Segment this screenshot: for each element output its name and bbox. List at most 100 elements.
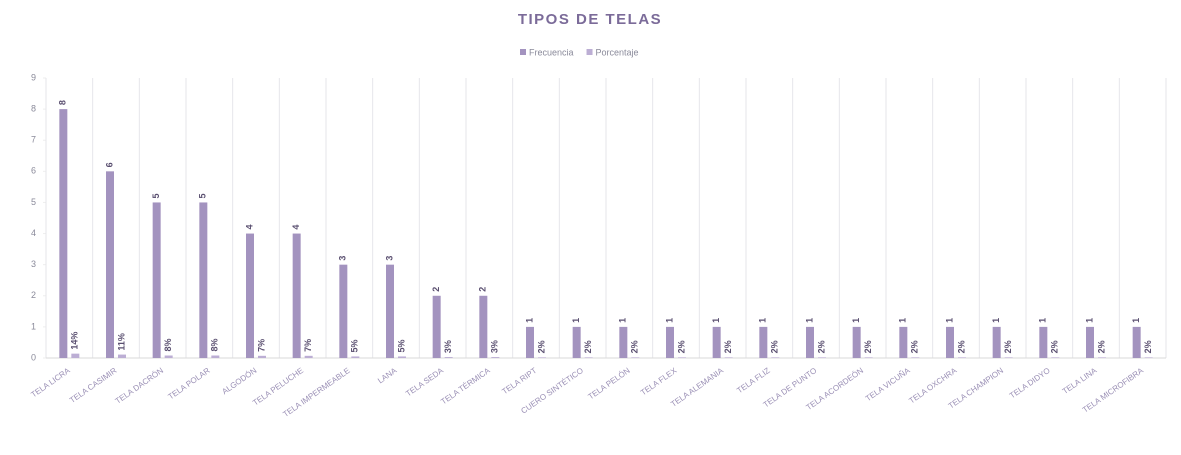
data-label: 2% (630, 340, 640, 353)
data-label: 2% (956, 340, 966, 353)
bar (199, 202, 208, 358)
y-tick-label: 1 (31, 321, 36, 331)
x-tick-label: TELA DACRÓN (114, 366, 166, 406)
bar (899, 326, 908, 358)
bar (59, 109, 68, 358)
y-tick-label: 9 (31, 72, 36, 82)
data-label: 11% (116, 333, 126, 351)
data-label: 1 (1084, 318, 1094, 323)
data-label: 2% (863, 340, 873, 353)
bar (246, 233, 254, 358)
bar (491, 357, 500, 358)
data-label: 2 (431, 287, 441, 292)
bar (258, 355, 266, 358)
data-label: 2% (676, 340, 686, 353)
data-label: 8% (210, 338, 220, 351)
x-tick-label: TELA FLEX (639, 366, 679, 398)
bar (351, 356, 360, 358)
y-tick-label: 8 (31, 103, 36, 113)
y-tick-label: 3 (31, 259, 36, 269)
bar (806, 326, 814, 358)
data-label: 1 (851, 318, 861, 323)
data-label: 5 (151, 193, 161, 198)
bar (771, 357, 780, 358)
bar (211, 355, 220, 358)
legend-label: Porcentaje (596, 47, 639, 57)
data-label: 1 (804, 318, 814, 323)
bar (152, 202, 161, 358)
bar (339, 264, 348, 358)
bar (946, 326, 954, 358)
bar (864, 357, 873, 358)
bar (304, 355, 313, 358)
data-label: 2% (816, 340, 826, 353)
y-tick-label: 5 (31, 197, 36, 207)
bar (526, 326, 534, 358)
data-label: 14% (70, 332, 80, 350)
data-label: 6 (104, 162, 114, 167)
data-label: 2% (723, 340, 733, 353)
x-tick-label: TELA LICRA (29, 366, 72, 400)
bar (678, 357, 686, 358)
x-tick-label: LANA (376, 366, 399, 386)
data-label: 2% (770, 340, 780, 353)
bar (759, 326, 768, 358)
data-label: 3 (338, 256, 348, 261)
data-label: 2% (536, 340, 546, 353)
x-tick-label: TELA DIDYO (1008, 366, 1052, 400)
data-label: 1 (944, 318, 954, 323)
x-tick-label: TELA TÉRMICA (439, 366, 492, 407)
y-tick-label: 2 (31, 290, 36, 300)
data-label: 3 (384, 256, 394, 261)
x-tick-label: TELA ALEMANIA (669, 366, 725, 409)
bar (1039, 326, 1048, 358)
bar (619, 326, 628, 358)
data-label: 1 (898, 318, 908, 323)
data-label: 1 (991, 318, 1001, 323)
bar (1144, 357, 1153, 358)
y-tick-label: 7 (31, 135, 36, 145)
bar (106, 171, 114, 358)
bar (1004, 357, 1013, 358)
data-label: 1 (711, 318, 721, 323)
data-label: 1 (758, 318, 768, 323)
data-label: 2 (478, 287, 488, 292)
data-label: 2% (1143, 340, 1153, 353)
bar (818, 357, 826, 358)
bar (1051, 357, 1060, 358)
legend-swatch (586, 49, 593, 55)
y-tick-label: 6 (31, 166, 36, 176)
bar (444, 357, 453, 358)
data-label: 2% (583, 340, 593, 353)
data-label: 1 (664, 318, 674, 323)
data-label: 7% (256, 339, 266, 352)
data-label: 2% (1096, 340, 1106, 353)
data-label: 5% (396, 339, 406, 352)
x-tick-label: TELA PELÓN (586, 366, 631, 402)
bar (584, 357, 593, 358)
bar (1098, 357, 1106, 358)
bar (1086, 326, 1094, 358)
data-label: 1 (524, 318, 534, 323)
bar (992, 326, 1001, 358)
data-label: 1 (1038, 318, 1048, 323)
x-tick-label: TELA VICUÑA (864, 366, 912, 404)
bar (724, 357, 733, 358)
bar (386, 264, 394, 358)
bar (958, 357, 966, 358)
data-label: 3% (490, 340, 500, 353)
bar (666, 326, 674, 358)
bar (118, 354, 126, 358)
y-tick-label: 4 (31, 228, 36, 238)
data-label: 1 (1131, 318, 1141, 323)
data-label: 7% (303, 339, 313, 352)
bar (911, 357, 920, 358)
legend-label: Frecuencia (529, 47, 574, 57)
bar (1132, 326, 1141, 358)
data-label: 1 (618, 318, 628, 323)
bar (572, 326, 581, 358)
bar (852, 326, 861, 358)
x-tick-label: TELA RIPT (500, 366, 538, 396)
bar (398, 356, 406, 358)
y-tick-label: 0 (31, 352, 36, 362)
